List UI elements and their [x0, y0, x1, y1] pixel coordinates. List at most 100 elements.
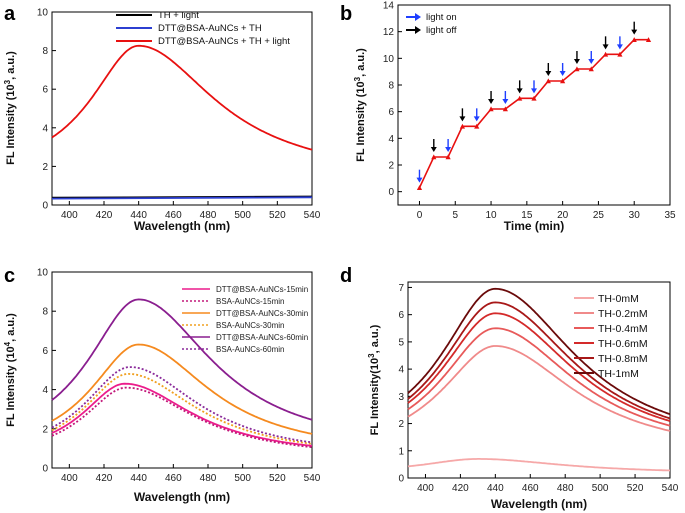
light-arrows	[416, 21, 638, 183]
y-tick-label: 6	[388, 107, 394, 118]
light-on-arrow-head	[416, 177, 423, 183]
light-off-arrow-head	[459, 116, 466, 122]
x-tick-label: 460	[522, 483, 539, 494]
x-tick-label: 500	[234, 473, 251, 484]
legend-label: DTT@BSA-AuNCs-15min	[216, 285, 308, 294]
data-point	[574, 66, 580, 72]
legend-arrow-on	[406, 13, 421, 21]
y-tick-label: 8	[42, 46, 48, 57]
x-tick-label: 480	[200, 473, 217, 484]
light-off-arrow-head	[430, 147, 437, 152]
legend-label: light off	[426, 25, 457, 36]
y-tick-label: 6	[42, 85, 48, 96]
legend: TH-0mM TH-0.2mM TH-0.4mM TH-0.6mM TH-0.8…	[574, 293, 648, 380]
series-line-1	[407, 458, 671, 472]
x-tick-label: 520	[269, 473, 286, 484]
series-line-6	[407, 287, 671, 416]
y-tick-label: 8	[388, 81, 394, 92]
legend-label: BSA-AuNCs-30min	[216, 321, 284, 330]
light-off-arrow-head	[545, 71, 552, 76]
legend-label: light on	[426, 12, 457, 23]
y-axis-label: FL Intensity (103, a.u.)	[353, 48, 367, 162]
x-axis-label: Wavelength (nm)	[134, 219, 230, 233]
plot-frame	[51, 271, 313, 469]
series-line-1	[418, 38, 649, 189]
legend-label: DTT@BSA-AuNCs + TH + light	[158, 36, 290, 47]
light-off-arrow-head	[602, 44, 609, 50]
panel-label-d: d	[340, 265, 352, 287]
series-line-5	[407, 301, 671, 420]
legend: DTT@BSA-AuNCs-15min BSA-AuNCs-15min DTT@…	[182, 285, 308, 354]
x-tick-label: 30	[629, 210, 641, 221]
series-line-4	[407, 312, 671, 422]
y-tick-label: 5	[398, 337, 404, 348]
x-tick-label: 420	[96, 473, 113, 484]
light-on-arrow-head	[531, 88, 537, 94]
axis-ticks: 400 420 440 460 480 500 520 540 0 2 4 6 8 10	[37, 268, 321, 485]
x-tick-label: 420	[452, 483, 469, 494]
x-tick-label: 440	[487, 483, 504, 494]
x-tick-label: 400	[417, 483, 434, 494]
panel-c: 400 420 440 460 480 500 520 540 0 2 4 6 8 10 Waveleng…	[3, 268, 321, 505]
x-tick-label: 400	[61, 210, 78, 221]
legend-label: TH-1mM	[598, 368, 639, 380]
x-tick-label: 5	[452, 210, 458, 221]
data-point	[474, 123, 480, 129]
series-line-2	[407, 345, 671, 432]
curves	[51, 298, 313, 449]
x-tick-label: 35	[664, 210, 676, 221]
x-tick-label: 500	[592, 483, 609, 494]
series-line-3	[407, 327, 671, 427]
data-point	[645, 37, 652, 42]
data-point	[631, 37, 637, 42]
series-line-4	[51, 372, 313, 445]
light-on-arrow-head	[559, 71, 566, 76]
x-tick-label: 520	[269, 210, 286, 221]
x-tick-label: 540	[304, 210, 321, 221]
legend-label: TH-0.8mM	[598, 353, 648, 365]
y-tick-label: 8	[42, 307, 48, 318]
y-tick-label: 7	[398, 283, 404, 294]
x-tick-label: 480	[200, 210, 217, 221]
data-point	[502, 106, 508, 112]
x-tick-label: 540	[304, 473, 321, 484]
data-point	[602, 51, 609, 57]
data-point	[517, 95, 523, 101]
y-tick-label: 4	[398, 365, 404, 376]
plot-frame	[51, 11, 313, 206]
x-tick-label: 460	[165, 473, 182, 484]
legend-label: DTT@BSA-AuNCs-60min	[216, 333, 308, 342]
y-axis-label: FL Intensity (103, a.u.)	[3, 51, 17, 165]
plot-frame	[407, 281, 671, 479]
x-tick-label: 520	[627, 483, 644, 494]
panel-d: 400 420 440 460 480 500 520 540 0 1 2 3 4 5 6 7 Wavelen…	[367, 281, 679, 511]
x-tick-label: 20	[557, 210, 569, 221]
legend-arrow-off	[406, 26, 421, 34]
x-tick-label: 440	[130, 473, 147, 484]
legend-label: DTT@BSA-AuNCs + TH	[158, 23, 262, 34]
legend-label: TH-0mM	[598, 293, 639, 305]
x-tick-label: 480	[557, 483, 574, 494]
light-on-arrow-head	[445, 147, 452, 152]
legend-label: TH-0.2mM	[598, 308, 648, 320]
y-tick-label: 12	[383, 27, 395, 38]
data-point	[560, 78, 566, 84]
series-line-1	[51, 382, 313, 447]
series-line-5	[51, 298, 313, 421]
legend-label: TH-0.6mM	[598, 338, 648, 350]
legend: TH + light DTT@BSA-AuNCs + TH DTT@BSA-Au…	[116, 10, 290, 47]
y-tick-label: 0	[42, 201, 48, 212]
data-point	[431, 154, 437, 160]
y-tick-label: 1	[398, 446, 404, 457]
light-off-arrow-head	[516, 88, 523, 94]
y-tick-label: 4	[42, 123, 48, 134]
y-tick-label: 6	[42, 346, 48, 357]
y-tick-label: 2	[398, 419, 404, 430]
y-tick-label: 0	[388, 187, 394, 198]
panel-label-b: b	[340, 3, 352, 25]
curves	[51, 44, 313, 200]
legend-label: BSA-AuNCs-15min	[216, 297, 284, 306]
legend-label: TH-0.4mM	[598, 323, 648, 335]
axis-ticks: 0 5 10 15 20 25 30 35 0 2 4 6 8 10 12 14	[383, 1, 676, 222]
